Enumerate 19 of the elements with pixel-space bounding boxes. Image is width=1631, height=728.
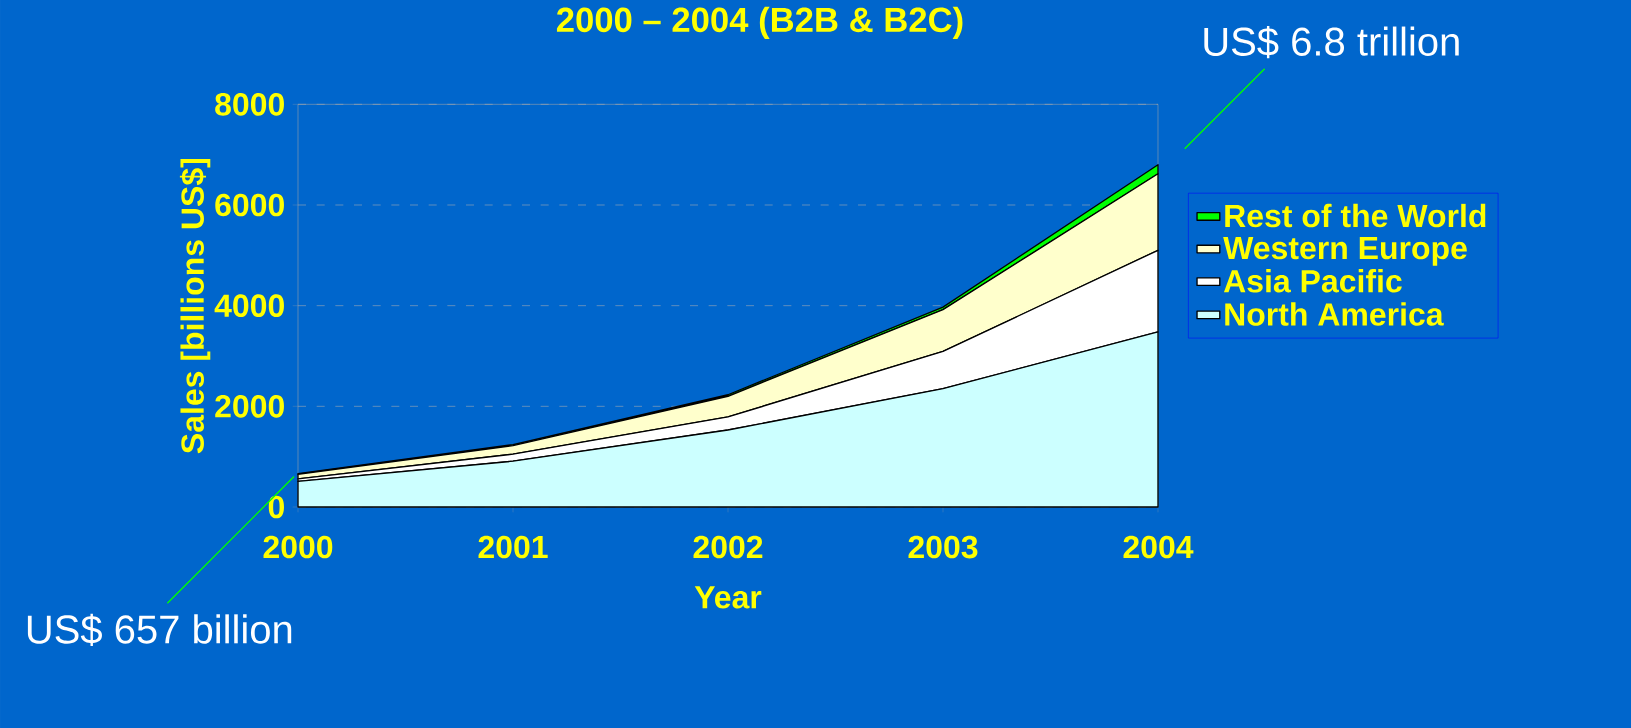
legend-label: Asia Pacific [1223, 269, 1402, 293]
x-tick-label: 2001 [478, 535, 548, 559]
y-axis-title: Sales [billions US$] [179, 158, 211, 454]
x-tick-label: 2004 [1123, 535, 1194, 559]
legend-label: North America [1225, 302, 1444, 326]
chart-title: 2000 – 2004 (B2B & B2C) [556, 6, 963, 40]
y-tick-label: 8000 [215, 93, 284, 116]
legend-label: Western Europe [1223, 237, 1467, 266]
y-tick-label: 2000 [215, 395, 284, 418]
x-tick-label: 2000 [263, 535, 333, 559]
x-axis-title: Year [694, 586, 762, 609]
annotation: US$ 657 billion [27, 613, 292, 647]
y-tick-label: 6000 [215, 193, 284, 217]
annotation: US$ 6.8 trillion [1204, 25, 1459, 59]
y-tick-label: 4000 [214, 294, 284, 317]
x-tick-label: 2002 [693, 535, 763, 559]
legend-label: Rest of the World [1225, 203, 1486, 228]
x-tick-label: 2003 [908, 535, 978, 559]
y-tick-label: 0 [268, 495, 284, 519]
